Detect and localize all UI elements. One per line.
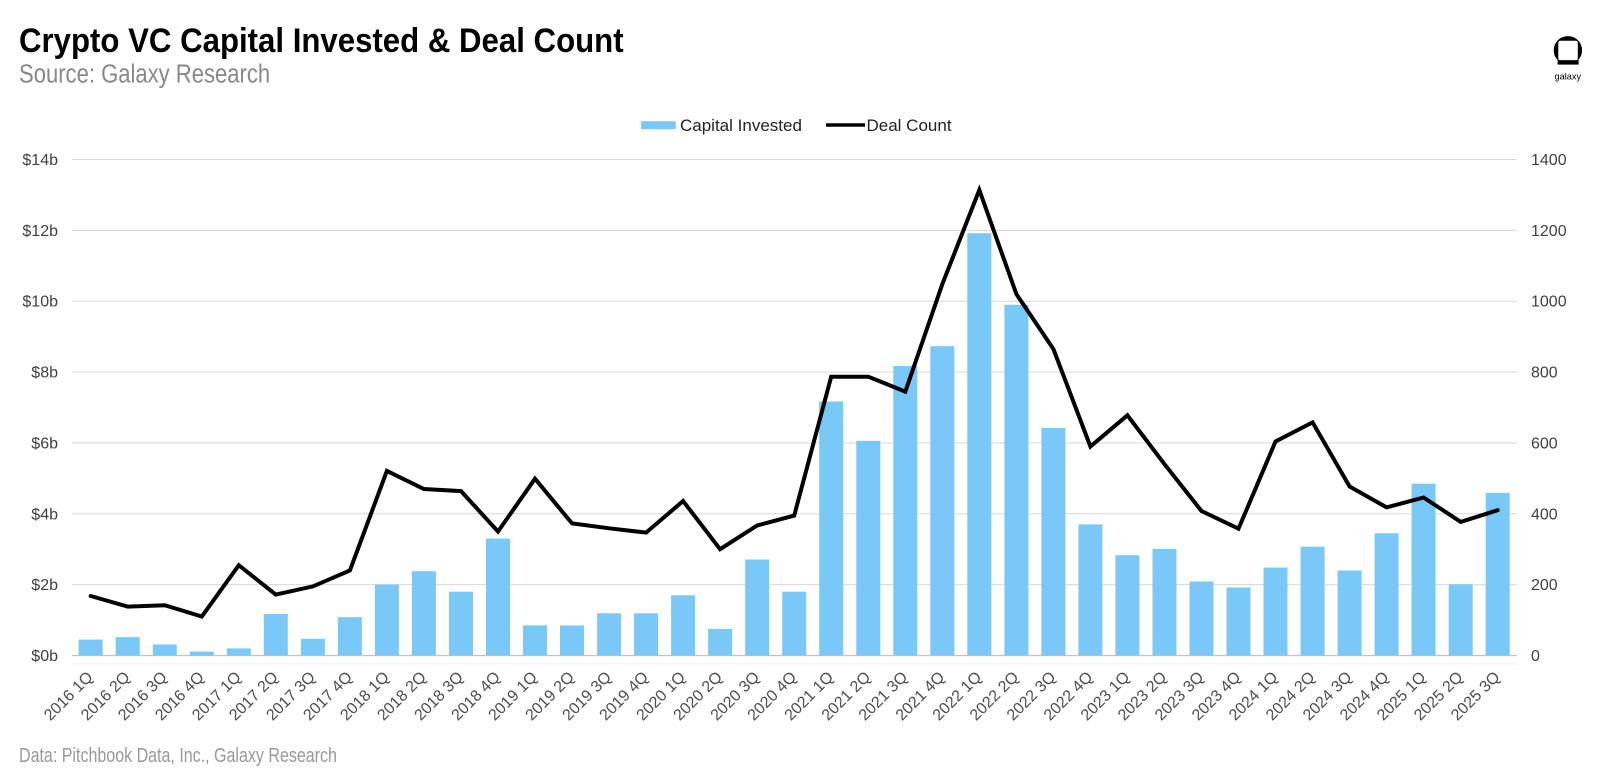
svg-text:600: 600	[1531, 435, 1558, 452]
svg-text:200: 200	[1531, 577, 1558, 594]
svg-text:Deal Count: Deal Count	[867, 116, 952, 135]
svg-text:800: 800	[1531, 365, 1558, 382]
svg-text:galaxy: galaxy	[1555, 72, 1582, 82]
svg-text:1200: 1200	[1531, 223, 1567, 240]
svg-text:Crypto VC Capital Invested & D: Crypto VC Capital Invested & Deal Count	[19, 21, 624, 60]
svg-text:$12b: $12b	[22, 223, 58, 240]
svg-text:Source: Galaxy Research: Source: Galaxy Research	[19, 60, 270, 89]
svg-text:$8b: $8b	[31, 365, 58, 382]
svg-text:$6b: $6b	[31, 435, 58, 452]
svg-text:0: 0	[1531, 648, 1540, 665]
svg-text:$14b: $14b	[22, 152, 58, 169]
svg-text:$2b: $2b	[31, 577, 58, 594]
svg-text:Data: Pitchbook Data, Inc., Ga: Data: Pitchbook Data, Inc., Galaxy Resea…	[19, 744, 337, 766]
svg-text:400: 400	[1531, 506, 1558, 523]
svg-text:1000: 1000	[1531, 294, 1567, 311]
svg-text:$4b: $4b	[31, 506, 58, 523]
svg-text:Capital Invested: Capital Invested	[680, 116, 802, 135]
svg-text:$10b: $10b	[22, 294, 58, 311]
svg-text:1400: 1400	[1531, 152, 1567, 169]
svg-text:$0b: $0b	[31, 648, 58, 665]
